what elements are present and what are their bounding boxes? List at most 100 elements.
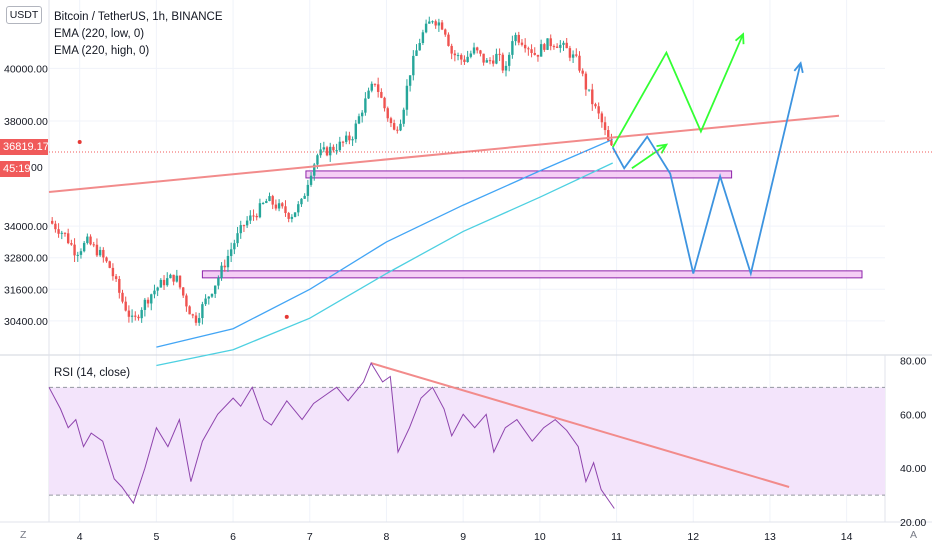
candle bbox=[594, 104, 597, 107]
candle bbox=[354, 123, 357, 140]
candle bbox=[376, 84, 380, 92]
candle bbox=[424, 23, 428, 33]
price-tick-label: 30400.00 bbox=[4, 316, 48, 328]
candle bbox=[600, 113, 604, 123]
candle bbox=[345, 135, 348, 142]
candle bbox=[389, 118, 393, 124]
candle bbox=[549, 38, 552, 47]
candle bbox=[555, 46, 559, 48]
candle bbox=[421, 32, 425, 44]
rsi-label[interactable]: RSI (14, close) bbox=[54, 367, 131, 379]
candle bbox=[533, 52, 536, 55]
candle bbox=[447, 34, 450, 46]
candle bbox=[73, 244, 76, 256]
marker-dot bbox=[284, 314, 289, 319]
candle bbox=[488, 60, 492, 62]
candle bbox=[249, 215, 252, 221]
candle bbox=[559, 44, 562, 48]
time-axis-labels: 4 5 6 7 8 9 10 11 12 13 14 bbox=[77, 531, 853, 543]
candle bbox=[341, 141, 345, 143]
rsi-line bbox=[48, 361, 615, 509]
candle bbox=[581, 70, 584, 74]
candle bbox=[86, 236, 89, 243]
candle bbox=[504, 65, 508, 71]
candle bbox=[380, 91, 383, 98]
candle bbox=[258, 203, 262, 218]
candle bbox=[54, 223, 57, 230]
candle bbox=[322, 147, 326, 150]
candle bbox=[236, 233, 239, 244]
zoom-button[interactable]: Z bbox=[20, 529, 27, 541]
candle bbox=[492, 60, 495, 64]
candle bbox=[357, 116, 361, 124]
candle bbox=[220, 265, 223, 278]
candle bbox=[108, 261, 111, 268]
projection-paths[interactable] bbox=[611, 32, 804, 277]
candle bbox=[265, 201, 268, 204]
support-zones[interactable] bbox=[201, 170, 863, 279]
candle bbox=[536, 54, 540, 57]
candle bbox=[274, 204, 278, 209]
candle bbox=[130, 315, 134, 317]
candle bbox=[571, 54, 575, 58]
price-tick-label: 38000.00 bbox=[4, 116, 48, 128]
indicator-ema-low[interactable]: EMA (220, low, 0) bbox=[54, 28, 145, 40]
candlestick-series bbox=[50, 16, 613, 326]
candle bbox=[89, 236, 92, 245]
green-projection-arrowhead bbox=[734, 32, 745, 45]
candle bbox=[303, 195, 306, 199]
candle bbox=[316, 155, 319, 165]
candle bbox=[507, 54, 511, 66]
marker-dot bbox=[77, 140, 82, 144]
candle bbox=[402, 109, 405, 124]
candle bbox=[150, 294, 153, 304]
candle bbox=[383, 97, 386, 109]
candle bbox=[575, 54, 578, 56]
candle bbox=[169, 274, 172, 279]
candle bbox=[185, 295, 188, 307]
candle bbox=[431, 21, 434, 23]
candle bbox=[568, 48, 572, 58]
candle bbox=[460, 55, 463, 60]
candle bbox=[453, 53, 457, 56]
candle bbox=[405, 85, 409, 110]
candle bbox=[194, 315, 198, 323]
candle bbox=[191, 314, 195, 316]
trendlines[interactable] bbox=[48, 114, 840, 488]
currency-button[interactable]: USDT bbox=[6, 6, 42, 24]
candle bbox=[546, 38, 549, 50]
rsi-tick-label: 20.00 bbox=[900, 517, 926, 529]
candle bbox=[57, 229, 60, 234]
candle bbox=[105, 257, 108, 262]
price-tick-label: 34000.00 bbox=[4, 221, 48, 233]
candle bbox=[386, 108, 389, 119]
candle bbox=[501, 54, 504, 71]
auto-scale-button[interactable]: A bbox=[910, 529, 918, 541]
candle bbox=[495, 53, 498, 64]
candle bbox=[456, 55, 460, 57]
candle bbox=[514, 34, 517, 42]
candle bbox=[306, 184, 310, 196]
candle bbox=[213, 285, 217, 294]
candle bbox=[562, 42, 565, 45]
candle bbox=[476, 47, 479, 51]
chart-title: Bitcoin / TetherUS, 1h, BINANCE bbox=[54, 11, 223, 23]
support-zone bbox=[305, 170, 733, 179]
rsi-band bbox=[49, 386, 885, 496]
candle bbox=[472, 47, 476, 54]
indicator-ema-high[interactable]: EMA (220, high, 0) bbox=[54, 45, 150, 57]
candle bbox=[444, 29, 447, 35]
candle bbox=[485, 60, 489, 63]
candle bbox=[50, 220, 54, 224]
candle bbox=[587, 89, 591, 91]
price-tick-partial: 00 bbox=[31, 162, 43, 174]
price-tick-label: 32800.00 bbox=[4, 253, 48, 265]
candle bbox=[530, 49, 533, 53]
candle bbox=[591, 89, 594, 105]
candle bbox=[517, 34, 520, 43]
candle bbox=[242, 225, 246, 227]
candle bbox=[466, 56, 469, 63]
candle bbox=[207, 296, 210, 299]
blue-projection-arrowhead bbox=[793, 61, 804, 74]
